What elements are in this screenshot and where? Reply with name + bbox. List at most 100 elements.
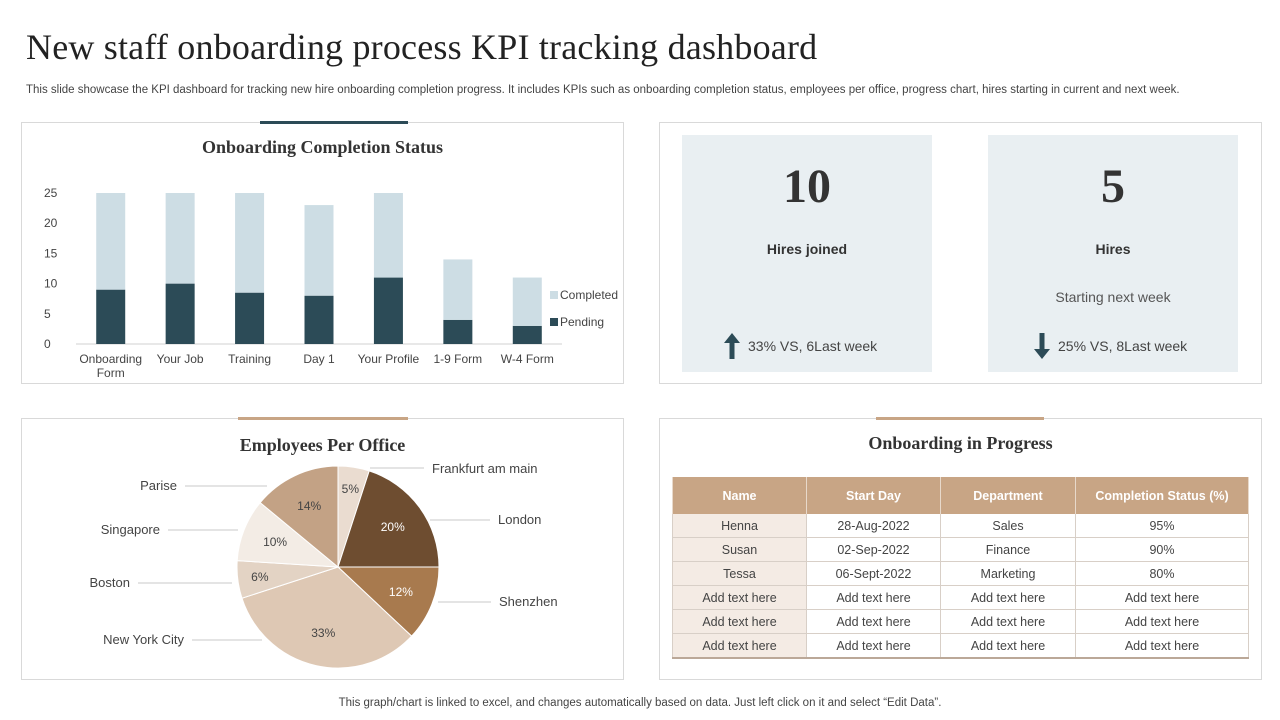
pie-value-label: 20% [381,520,405,534]
y-tick-label: 15 [44,246,58,260]
kpi-sub-label: Starting next week [1055,289,1171,305]
column-header-start-day: Start Day [806,477,941,514]
table-cell: 28-Aug-2022 [806,514,941,538]
legend-label: Pending [560,315,604,329]
up-arrow-icon [724,333,740,359]
x-tick-label: Your Profile [358,352,420,366]
bar-pending [165,283,195,344]
table-cell[interactable]: Add text here [940,585,1076,610]
y-tick-label: 10 [44,277,58,291]
legend-swatch [550,291,558,299]
bar-chart-title: Onboarding Completion Status [201,137,444,157]
table-cell[interactable]: Add text here [1075,585,1249,610]
table-cell: Henna [672,514,807,538]
down-arrow-icon [1034,333,1050,359]
table-cell: Sales [940,514,1076,538]
x-tick-label: Training [228,352,271,366]
x-tick-label: Your Job [157,352,204,366]
table-row: Add text here Add text here Add text her… [672,633,1249,659]
table-cell[interactable]: Add text here [806,585,941,610]
table-cell[interactable]: Add text here [806,633,941,659]
table-cell: Marketing [940,561,1076,586]
table-cell: 80% [1075,561,1249,586]
table-cell: 95% [1075,514,1249,538]
y-tick-label: 0 [44,337,51,351]
pie-slice [337,470,440,568]
y-tick-label: 20 [44,216,58,230]
table-row: Susan 02-Sep-2022 Finance 90% [672,537,1249,562]
progress-table-title: Onboarding in Progress [868,433,1053,453]
table-cell[interactable]: Add text here [1075,633,1249,659]
pie-value-label: 14% [297,499,321,513]
legend-label: Completed [560,288,618,302]
pie-chart[interactable]: 5% Frankfurt am main 20% London 12% Shenzhen 3… [22,419,625,681]
pie-category-label: Shenzhen [499,594,558,609]
table-cell[interactable]: Add text here [672,585,807,610]
y-tick-label: 25 [44,186,58,200]
onboarding-completion-panel: Onboarding Completion Status 0 5 10 15 20 25 O… [21,121,625,385]
table-cell[interactable]: Add text here [940,633,1076,659]
pie-category-label: Singapore [101,522,160,537]
bar-completed [165,193,195,284]
table-cell[interactable]: Add text here [940,609,1076,634]
pie-value-label: 5% [342,482,360,496]
table-cell: 06-Sept-2022 [806,561,941,586]
page-title: New staff onboarding process KPI trackin… [26,27,818,67]
legend-swatch [550,318,558,326]
table-row: Add text here Add text here Add text her… [672,609,1249,634]
table-cell[interactable]: Add text here [672,609,807,634]
pie-slice [259,465,339,569]
kpi-label: Hires [1095,241,1131,257]
pie-category-label: Boston [90,575,130,590]
kpi-trend-text: 33% VS, 6Last week [748,338,878,354]
table-cell: Tessa [672,561,807,586]
bar-completed [443,259,473,320]
pie-chart-title: Employees Per Office [239,435,406,455]
page-subtitle: This slide showcase the KPI dashboard fo… [26,84,1180,96]
bar-completed [96,193,126,290]
bar-pending [304,295,334,344]
pie-value-label: 33% [311,626,335,640]
bar-pending [235,292,265,344]
bar-completed [373,193,403,278]
y-tick-label: 5 [44,307,51,321]
table-row: Henna 28-Aug-2022 Sales 95% [672,514,1249,538]
panel-accent [876,417,1044,420]
panel-accent [260,121,408,124]
bar-pending [443,319,473,344]
kpi-label: Hires joined [766,241,848,257]
table-cell: 02-Sep-2022 [806,537,941,562]
kpi-number: 10 [783,160,831,213]
column-header-completion-status: Completion Status (%) [1075,477,1249,514]
pie-value-label: 12% [389,585,413,599]
onboarding-progress-panel: Onboarding in Progress Name Start Day De… [659,417,1262,680]
bar-pending [96,289,126,344]
table-cell: Susan [672,537,807,562]
bar-pending [373,277,403,344]
pie-value-label: 10% [263,535,287,549]
panel-accent [238,417,408,420]
pie-slice [336,566,440,637]
table-cell: Finance [940,537,1076,562]
x-tick-label: Day 1 [303,352,335,366]
x-tick-label: Onboarding [79,352,142,366]
x-tick-label: Form [97,366,125,380]
table-row: Add text here Add text here Add text her… [672,585,1249,610]
kpi-trend: 33% VS, 6Last week [724,333,877,359]
progress-table: Name Start Day Department Completion Sta… [672,477,1249,659]
table-cell[interactable]: Add text here [672,633,807,659]
bar-pending [512,325,542,344]
x-tick-label: W-4 Form [501,352,554,366]
pie-category-label: London [498,512,541,527]
bar-completed [235,193,265,293]
table-cell[interactable]: Add text here [1075,609,1249,634]
pie-category-label: Frankfurt am main [432,461,537,476]
employees-per-office-panel: Employees Per Office 5% Frankfurt am main… [21,417,625,681]
table-cell[interactable]: Add text here [806,609,941,634]
column-header-department: Department [940,477,1076,514]
kpi-hires-next-week: 5 Hires Starting next week 25% VS, 8Last… [988,135,1238,372]
bar-completed [304,205,334,296]
pie-category-label: Parise [140,478,177,493]
footer-note: This graph/chart is linked to excel, and… [338,697,942,709]
